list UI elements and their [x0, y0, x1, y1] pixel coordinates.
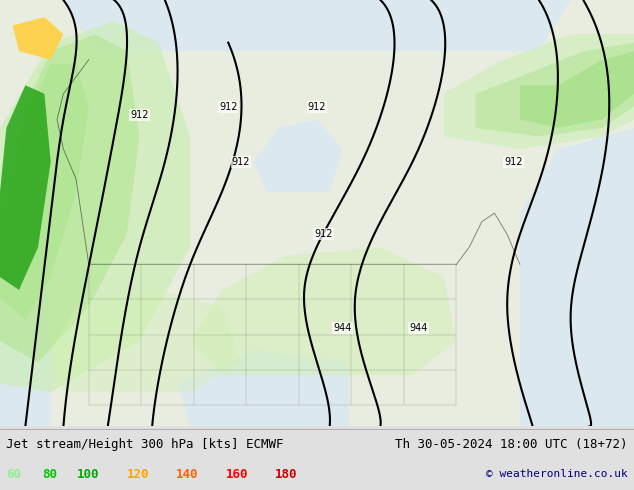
- Polygon shape: [190, 247, 456, 375]
- Polygon shape: [51, 290, 241, 392]
- Text: 180: 180: [275, 467, 297, 481]
- Text: 912: 912: [231, 157, 250, 167]
- Polygon shape: [254, 120, 342, 192]
- Text: 912: 912: [504, 157, 523, 167]
- Text: 944: 944: [410, 323, 427, 333]
- Polygon shape: [178, 349, 349, 426]
- Polygon shape: [476, 43, 634, 136]
- Text: 60: 60: [6, 467, 22, 481]
- Text: © weatheronline.co.uk: © weatheronline.co.uk: [486, 469, 628, 479]
- Text: 80: 80: [42, 467, 57, 481]
- Polygon shape: [444, 34, 634, 149]
- Text: 912: 912: [314, 229, 333, 240]
- Polygon shape: [520, 128, 634, 426]
- Text: Th 30-05-2024 18:00 UTC (18+72): Th 30-05-2024 18:00 UTC (18+72): [395, 438, 628, 451]
- Text: 912: 912: [307, 101, 327, 112]
- Text: 120: 120: [127, 467, 149, 481]
- Polygon shape: [13, 17, 63, 60]
- Text: 100: 100: [77, 467, 100, 481]
- Text: 140: 140: [176, 467, 198, 481]
- Polygon shape: [0, 64, 89, 319]
- Text: 912: 912: [219, 101, 238, 112]
- Polygon shape: [520, 51, 634, 128]
- Polygon shape: [0, 21, 190, 392]
- Text: 944: 944: [333, 323, 351, 333]
- Text: Jet stream/Height 300 hPa [kts] ECMWF: Jet stream/Height 300 hPa [kts] ECMWF: [6, 438, 284, 451]
- Polygon shape: [0, 85, 51, 290]
- Polygon shape: [0, 0, 634, 426]
- Polygon shape: [0, 192, 51, 426]
- Text: 160: 160: [226, 467, 248, 481]
- Text: 912: 912: [130, 110, 149, 120]
- Polygon shape: [63, 0, 571, 51]
- Polygon shape: [0, 34, 139, 363]
